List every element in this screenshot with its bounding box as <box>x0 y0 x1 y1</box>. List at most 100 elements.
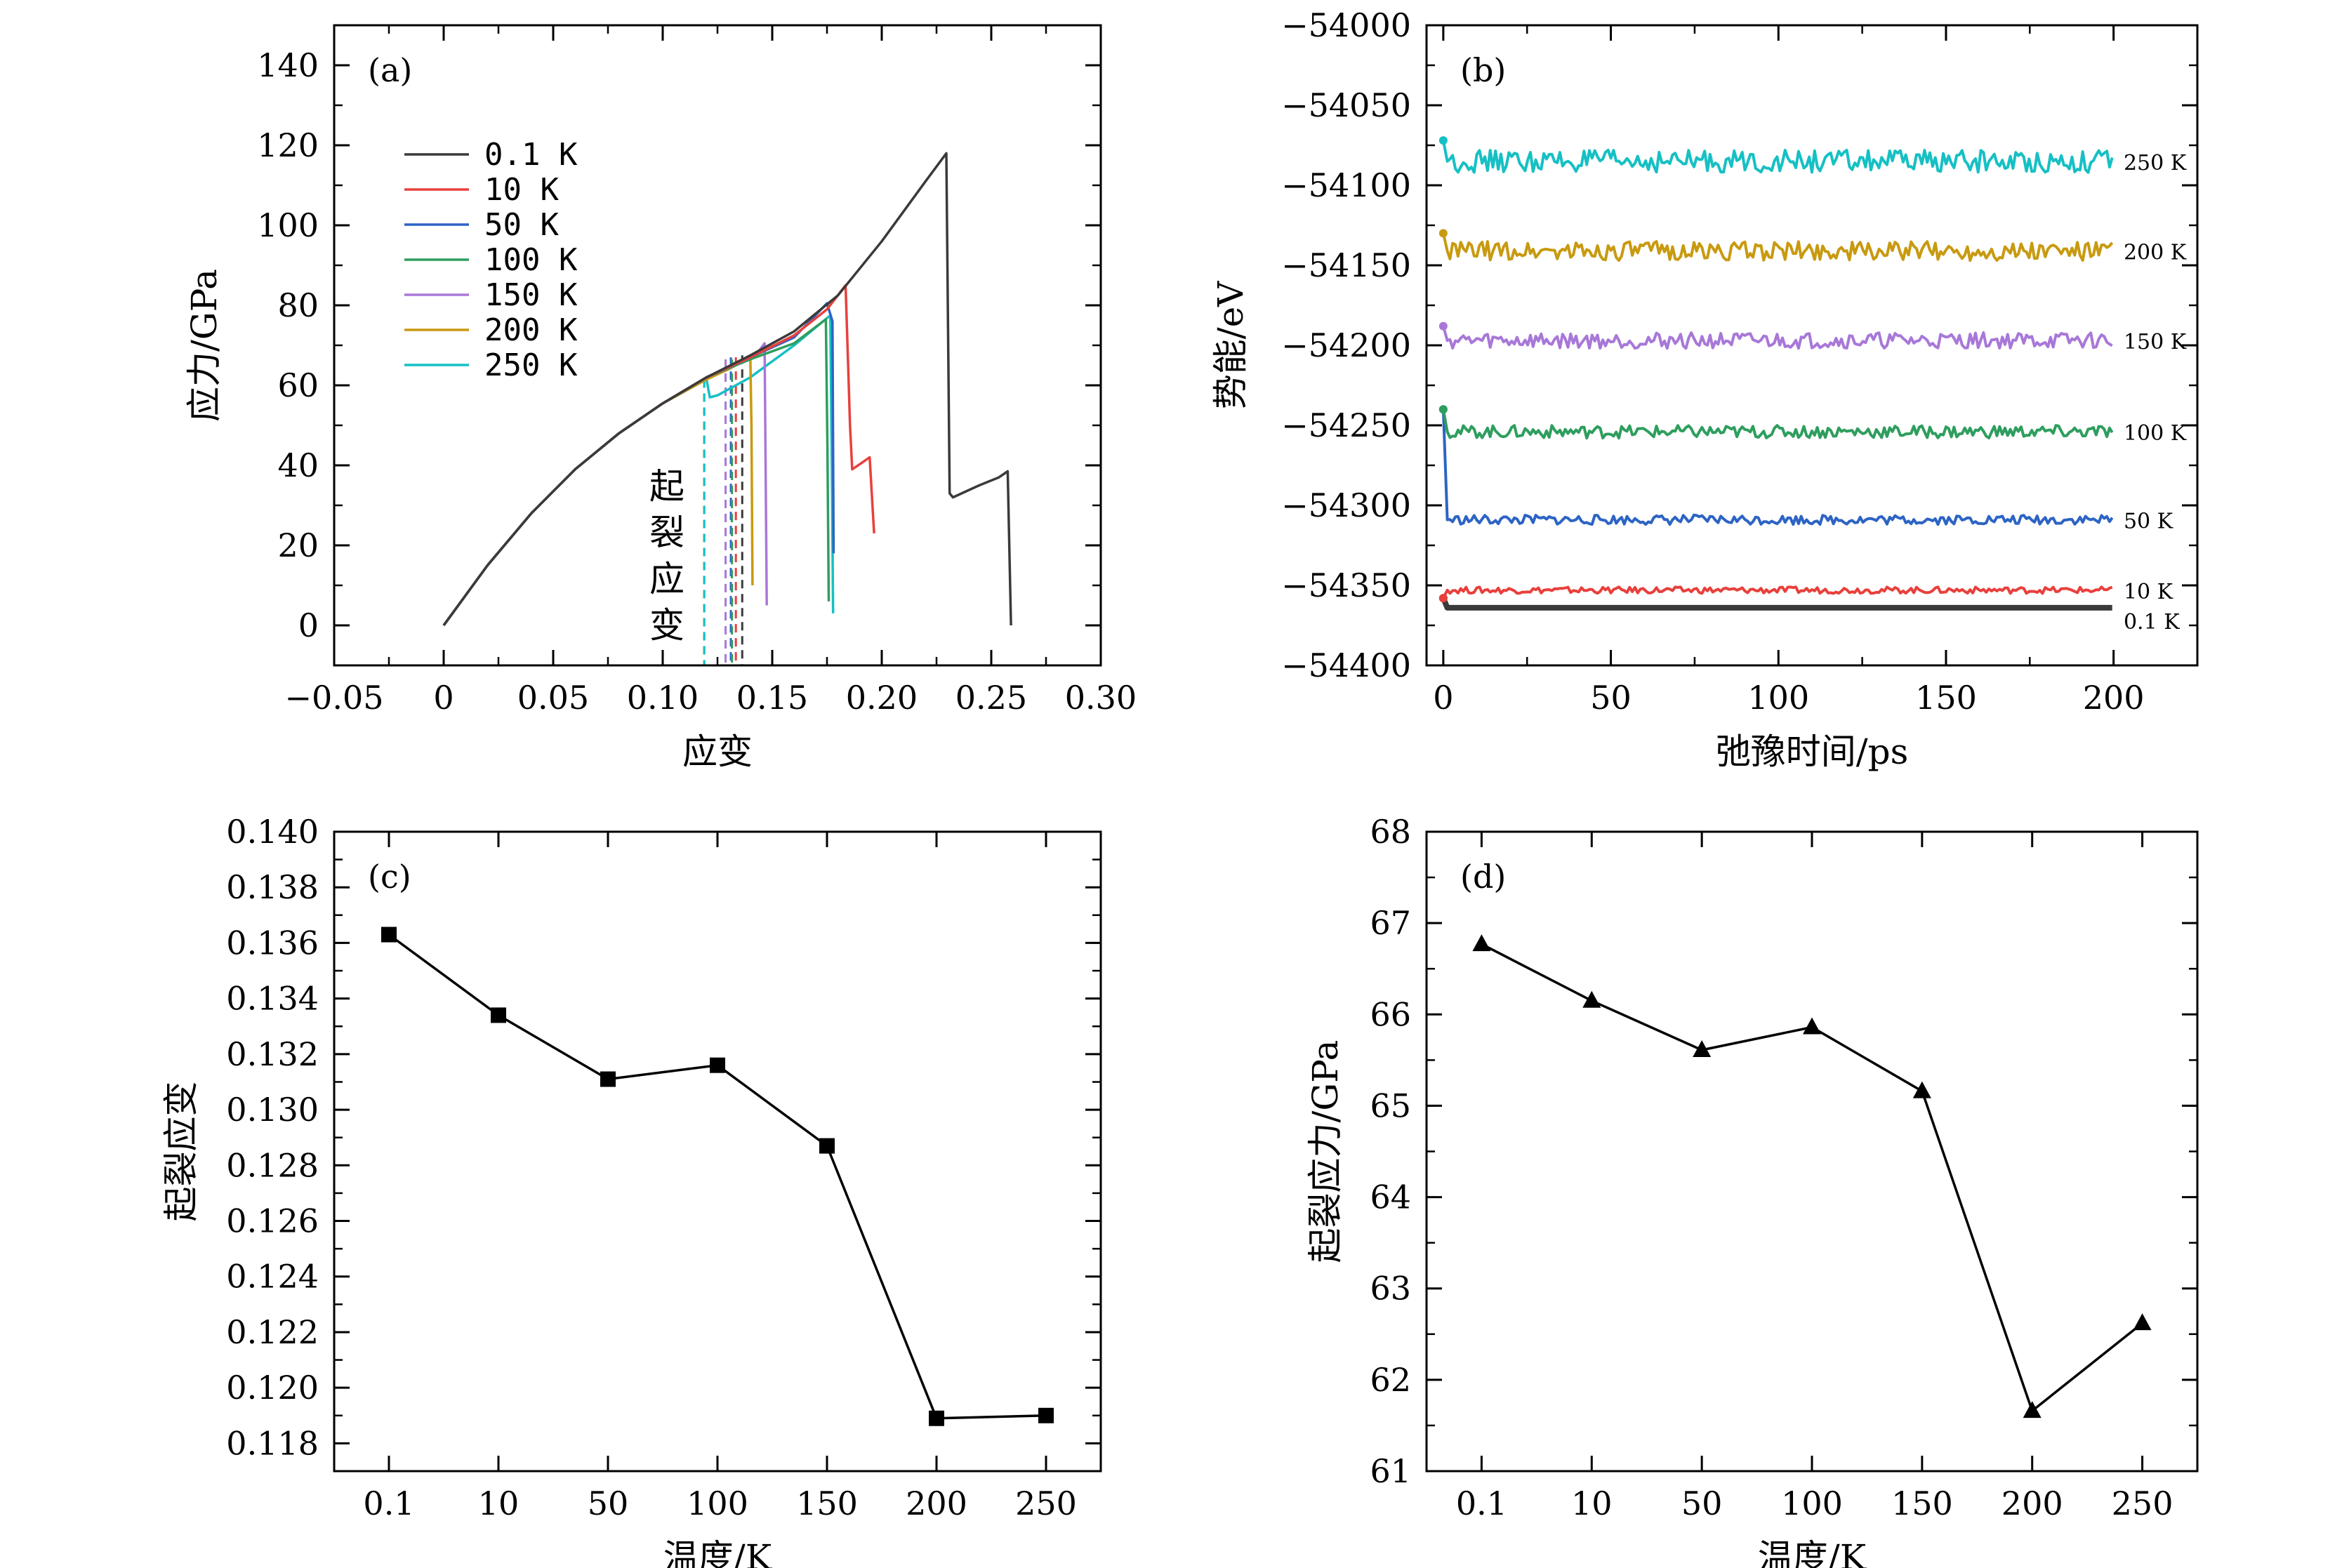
series-label: 100 K <box>2124 421 2187 446</box>
a-xtick-label: 0 <box>433 679 454 717</box>
c-xtick-label: 150 <box>796 1484 858 1522</box>
b-ytick-label: −54000 <box>1281 6 1411 44</box>
plot-frame-b <box>1425 24 2199 667</box>
legend-label: 250 K <box>484 347 578 383</box>
data-point <box>819 1138 835 1154</box>
c-xtick-label: 10 <box>478 1484 520 1522</box>
series-line-50K <box>1441 409 2114 526</box>
c-xtick-label: 100 <box>687 1484 748 1522</box>
y-axis-label-d: 起裂应力/GPa <box>1305 1040 1346 1263</box>
c-ytick-label: 0.122 <box>226 1313 319 1351</box>
b-xtick-label: 0 <box>1433 679 1453 717</box>
x-axis-label-c: 温度/K <box>663 1537 773 1568</box>
series-line-250K <box>1441 140 2114 174</box>
crack-strain-annotation: 起 <box>649 466 684 507</box>
c-xtick-label: 0.1 <box>363 1484 414 1522</box>
d-ytick-label: 65 <box>1370 1087 1411 1124</box>
legend-label: 10 K <box>484 172 559 208</box>
series-label: 0.1 K <box>2124 610 2180 634</box>
series-line-200K <box>442 356 754 627</box>
a-ytick-label: 60 <box>277 366 319 404</box>
d-xtick-label: 250 <box>2112 1484 2173 1522</box>
c-ytick-label: 0.124 <box>226 1258 319 1296</box>
c-ytick-label: 0.118 <box>226 1424 319 1462</box>
data-point <box>1803 1017 1821 1035</box>
y-axis-label-b: 势能/eV <box>1210 281 1251 409</box>
d-xtick-label: 0.1 <box>1456 1484 1507 1522</box>
panel-label-a: (a) <box>368 51 412 89</box>
panel-label-c: (c) <box>368 858 411 896</box>
d-xtick-label: 50 <box>1681 1484 1723 1522</box>
data-point <box>1912 1081 1931 1098</box>
c-xtick-label: 50 <box>588 1484 629 1522</box>
d-ytick-label: 63 <box>1370 1270 1411 1308</box>
data-point <box>929 1410 944 1426</box>
b-ytick-label: −54300 <box>1281 486 1411 524</box>
x-axis-label-d: 温度/K <box>1758 1537 1867 1568</box>
d-xtick-label: 10 <box>1571 1484 1613 1522</box>
series-start-point <box>1438 594 1448 603</box>
b-ytick-label: −54400 <box>1281 646 1411 684</box>
c-ytick-label: 0.130 <box>226 1091 319 1129</box>
d-ytick-label: 61 <box>1370 1452 1411 1490</box>
a-ytick-label: 100 <box>257 206 319 244</box>
series-start-point <box>1438 136 1448 145</box>
data-point <box>1582 990 1601 1008</box>
plot-frame-a <box>333 24 1102 667</box>
c-ytick-label: 0.120 <box>226 1369 319 1407</box>
x-axis-label-b: 弛豫时间/ps <box>1716 731 1909 772</box>
d-ytick-label: 64 <box>1370 1178 1411 1216</box>
a-ytick-label: 120 <box>257 126 319 164</box>
legend-label: 150 K <box>484 277 578 313</box>
d-xtick-label: 200 <box>2001 1484 2063 1522</box>
a-xtick-label: 0.30 <box>1065 679 1137 717</box>
a-xtick-label: 0.05 <box>517 679 589 717</box>
panel-d: 0.1 10 50 100 150 200 250 61 62 63 64 65 66 67 68 温度/K 起… <box>1305 813 2199 1568</box>
series-line <box>388 934 1047 1420</box>
legend-label: 50 K <box>484 207 559 243</box>
crack-strain-annotation: 应 <box>649 559 684 599</box>
b-ytick-label: −54050 <box>1281 86 1411 124</box>
panel-b: 0 50 100 150 200 −54000 −54050 −54100 −54150 −542… <box>1210 6 2199 772</box>
b-xtick-label: 200 <box>2083 679 2145 717</box>
data-point <box>710 1057 725 1073</box>
legend-label: 200 K <box>484 312 578 348</box>
plot-frame-c <box>333 830 1102 1473</box>
data-point <box>1693 1040 1712 1058</box>
panel-label-b: (b) <box>1460 51 1506 89</box>
a-xtick-label: 0.20 <box>846 679 918 717</box>
series-line-150K <box>442 342 768 627</box>
series-label: 50 K <box>2124 510 2173 534</box>
b-ytick-label: −54350 <box>1281 566 1411 604</box>
c-ytick-label: 0.132 <box>226 1035 319 1073</box>
series-line <box>1481 943 2143 1414</box>
d-xtick-label: 100 <box>1781 1484 1843 1522</box>
panel-c: 0.1 10 50 100 150 200 250 0.118 0.120 0.122 0.124 0… <box>161 813 1102 1568</box>
series-line-150K <box>1441 326 2113 350</box>
c-ytick-label: 0.140 <box>226 813 319 851</box>
a-ytick-label: 0 <box>298 606 319 644</box>
series-start-point <box>1438 405 1448 414</box>
legend-label: 100 K <box>484 242 578 278</box>
y-axis-label-c: 起裂应变 <box>161 1082 201 1222</box>
c-ytick-label: 0.136 <box>226 924 319 962</box>
data-point <box>381 926 397 943</box>
c-ytick-label: 0.138 <box>226 868 319 906</box>
series-label: 10 K <box>2124 580 2173 604</box>
series-line-10K <box>1442 585 2113 599</box>
d-ytick-label: 66 <box>1370 995 1411 1033</box>
a-xtick-label: 0.10 <box>627 679 699 717</box>
data-point <box>491 1007 506 1023</box>
series-line-01K <box>1441 597 2112 611</box>
series-start-point <box>1438 321 1448 331</box>
b-ytick-label: −54200 <box>1281 326 1411 364</box>
data-point <box>2133 1313 2152 1331</box>
b-ytick-label: −54150 <box>1281 246 1411 284</box>
y-axis-label-a: 应力/GPa <box>184 269 225 422</box>
series-line-01K <box>442 152 1012 627</box>
a-ytick-label: 140 <box>257 46 319 84</box>
series-label: 250 K <box>2124 151 2187 175</box>
c-xtick-label: 250 <box>1015 1484 1077 1522</box>
b-xtick-label: 150 <box>1915 679 1977 717</box>
data-point <box>2023 1401 2042 1418</box>
